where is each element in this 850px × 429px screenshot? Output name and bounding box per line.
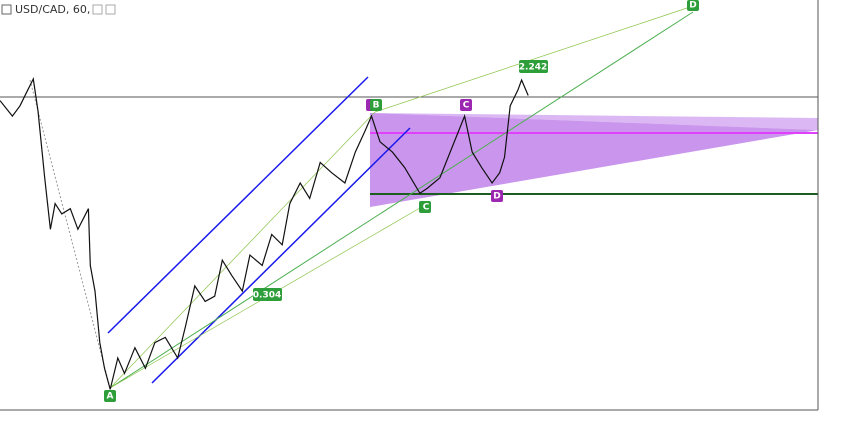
icon[interactable] bbox=[92, 4, 103, 15]
label: A bbox=[107, 392, 114, 402]
channel-line bbox=[151, 127, 411, 384]
label: 2.242 bbox=[519, 63, 547, 73]
price-axis bbox=[818, 0, 850, 429]
triangle bbox=[370, 113, 818, 130]
label: B bbox=[373, 101, 380, 111]
trend-line bbox=[374, 5, 694, 113]
time-axis bbox=[0, 410, 850, 429]
icon bbox=[1, 4, 12, 15]
trend-line bbox=[109, 11, 694, 389]
chart-title: USD/CAD, 60, bbox=[15, 3, 90, 16]
drawings bbox=[0, 5, 818, 389]
trend-line bbox=[29, 79, 111, 389]
price-line bbox=[0, 77, 529, 390]
icon[interactable] bbox=[105, 4, 116, 15]
label: 0.304 bbox=[253, 291, 281, 301]
label: C bbox=[423, 203, 430, 213]
trend-line bbox=[109, 111, 376, 389]
plot bbox=[0, 77, 529, 390]
label: D bbox=[689, 1, 696, 11]
channel-line bbox=[107, 76, 369, 334]
label: D bbox=[493, 192, 500, 202]
label: C bbox=[463, 101, 470, 111]
triangle bbox=[370, 113, 818, 207]
annotations: 2.242 0.304 A B C C D D bbox=[104, 0, 699, 402]
